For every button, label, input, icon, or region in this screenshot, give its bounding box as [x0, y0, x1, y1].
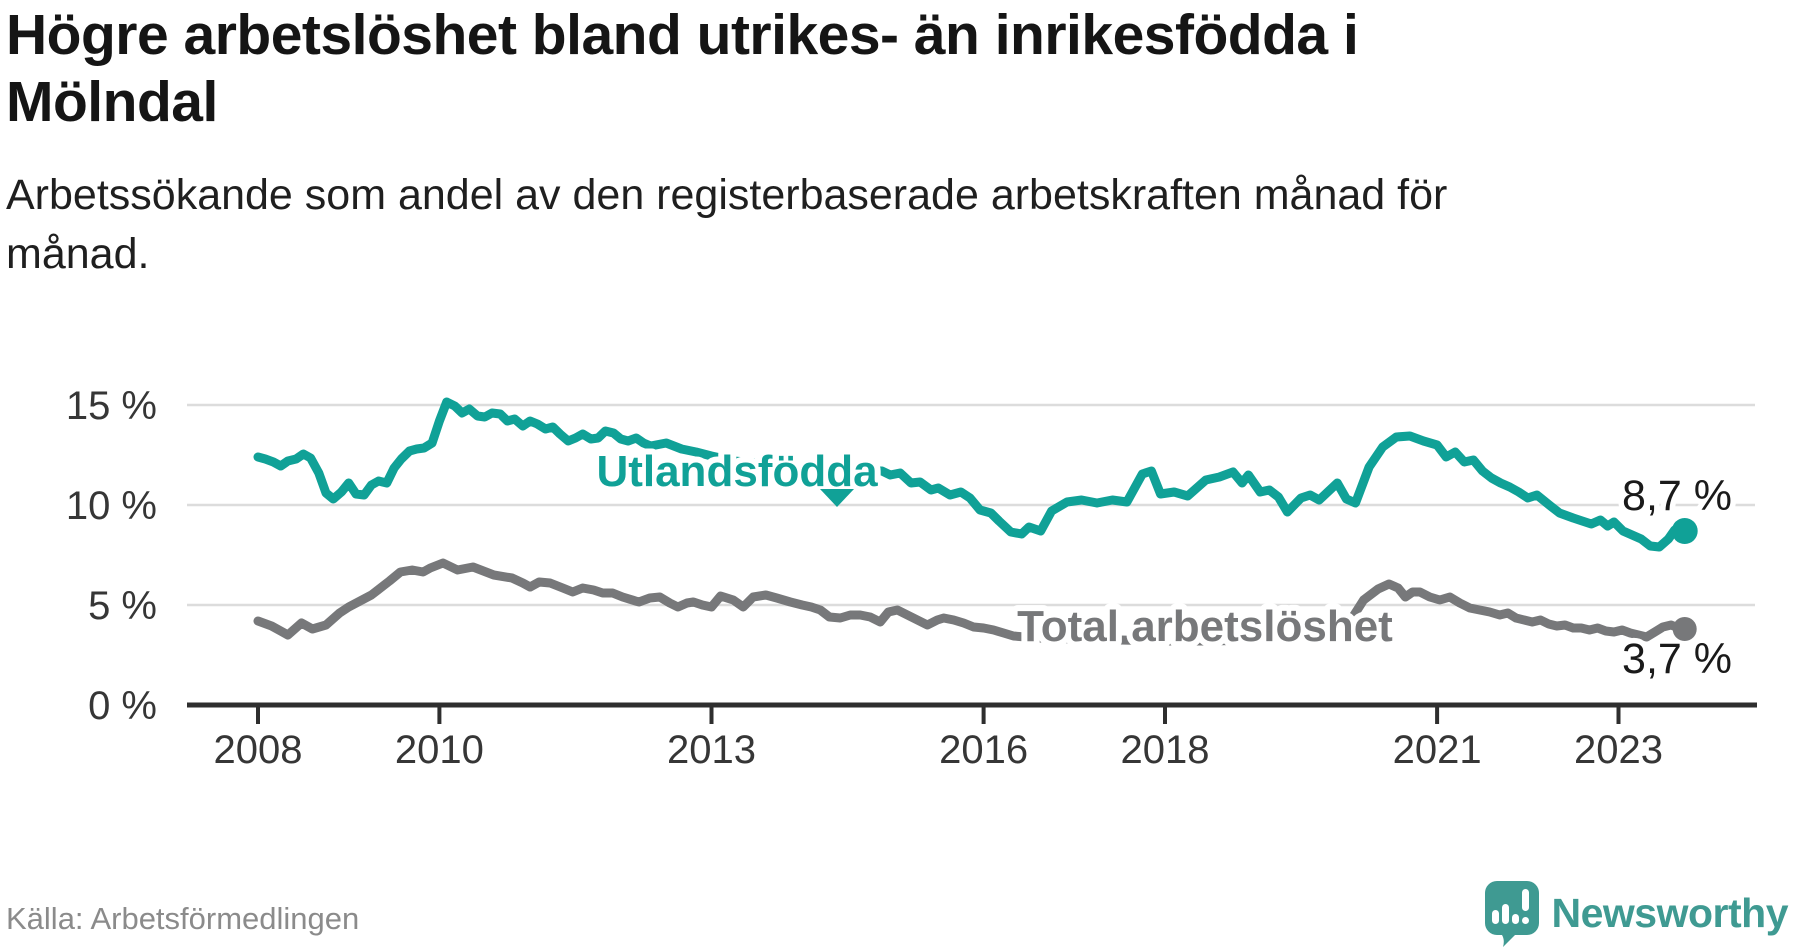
series-line-total-arbetsloshet [253, 558, 1690, 646]
x-tick-label: 2013 [667, 728, 756, 772]
title-line-2: Mölndal [6, 69, 218, 134]
x-tick-label: 2008 [214, 728, 303, 772]
x-tick-label: 2021 [1393, 728, 1482, 772]
end-value-label-total-arbetsloshet: 3,7 % [1622, 635, 1732, 683]
series-label-total-arbetsloshet: Total arbetslöshet [1017, 602, 1393, 651]
x-tick-label: 2016 [939, 728, 1028, 772]
x-tick-label: 2018 [1121, 728, 1210, 772]
newsworthy-wordmark: Newsworthy [1551, 889, 1789, 936]
y-tick-label: 15 % [66, 384, 157, 428]
series-line-utlandsfodda [253, 397, 1690, 552]
newsworthy-bubble-chart-icon [1484, 881, 1539, 947]
page-title: Högre arbetslöshet bland utrikes- än inr… [6, 2, 1566, 135]
title-line-1: Högre arbetslöshet bland utrikes- än inr… [6, 3, 1359, 67]
x-axis-labels: 2008 2010 2013 2016 2018 2021 2023 [214, 728, 1663, 772]
y-axis-labels: 0 % 5 % 10 % 15 % [66, 384, 157, 728]
series-label-utlandsfodda: Utlandsfödda [596, 447, 878, 496]
chevron-down-icon [820, 489, 854, 507]
end-value-label-utlandsfodda: 8,7 % [1622, 472, 1732, 520]
x-tick-label: 2023 [1574, 728, 1663, 772]
x-axis [187, 702, 1757, 724]
y-tick-label: 10 % [66, 484, 157, 528]
newsworthy-logo: Newsworthy [1481, 879, 1789, 947]
series-end-dot-utlandsfodda [1671, 518, 1698, 544]
y-tick-label: 5 % [88, 584, 157, 628]
series-end-dot-total-arbetsloshet [1672, 617, 1697, 641]
y-tick-label: 0 % [88, 684, 157, 728]
source-note: Källa: Arbetsförmedlingen [6, 901, 360, 936]
x-tick-label: 2010 [395, 728, 484, 772]
chart-subtitle: Arbetssökande som andel av den registerb… [6, 171, 1448, 279]
